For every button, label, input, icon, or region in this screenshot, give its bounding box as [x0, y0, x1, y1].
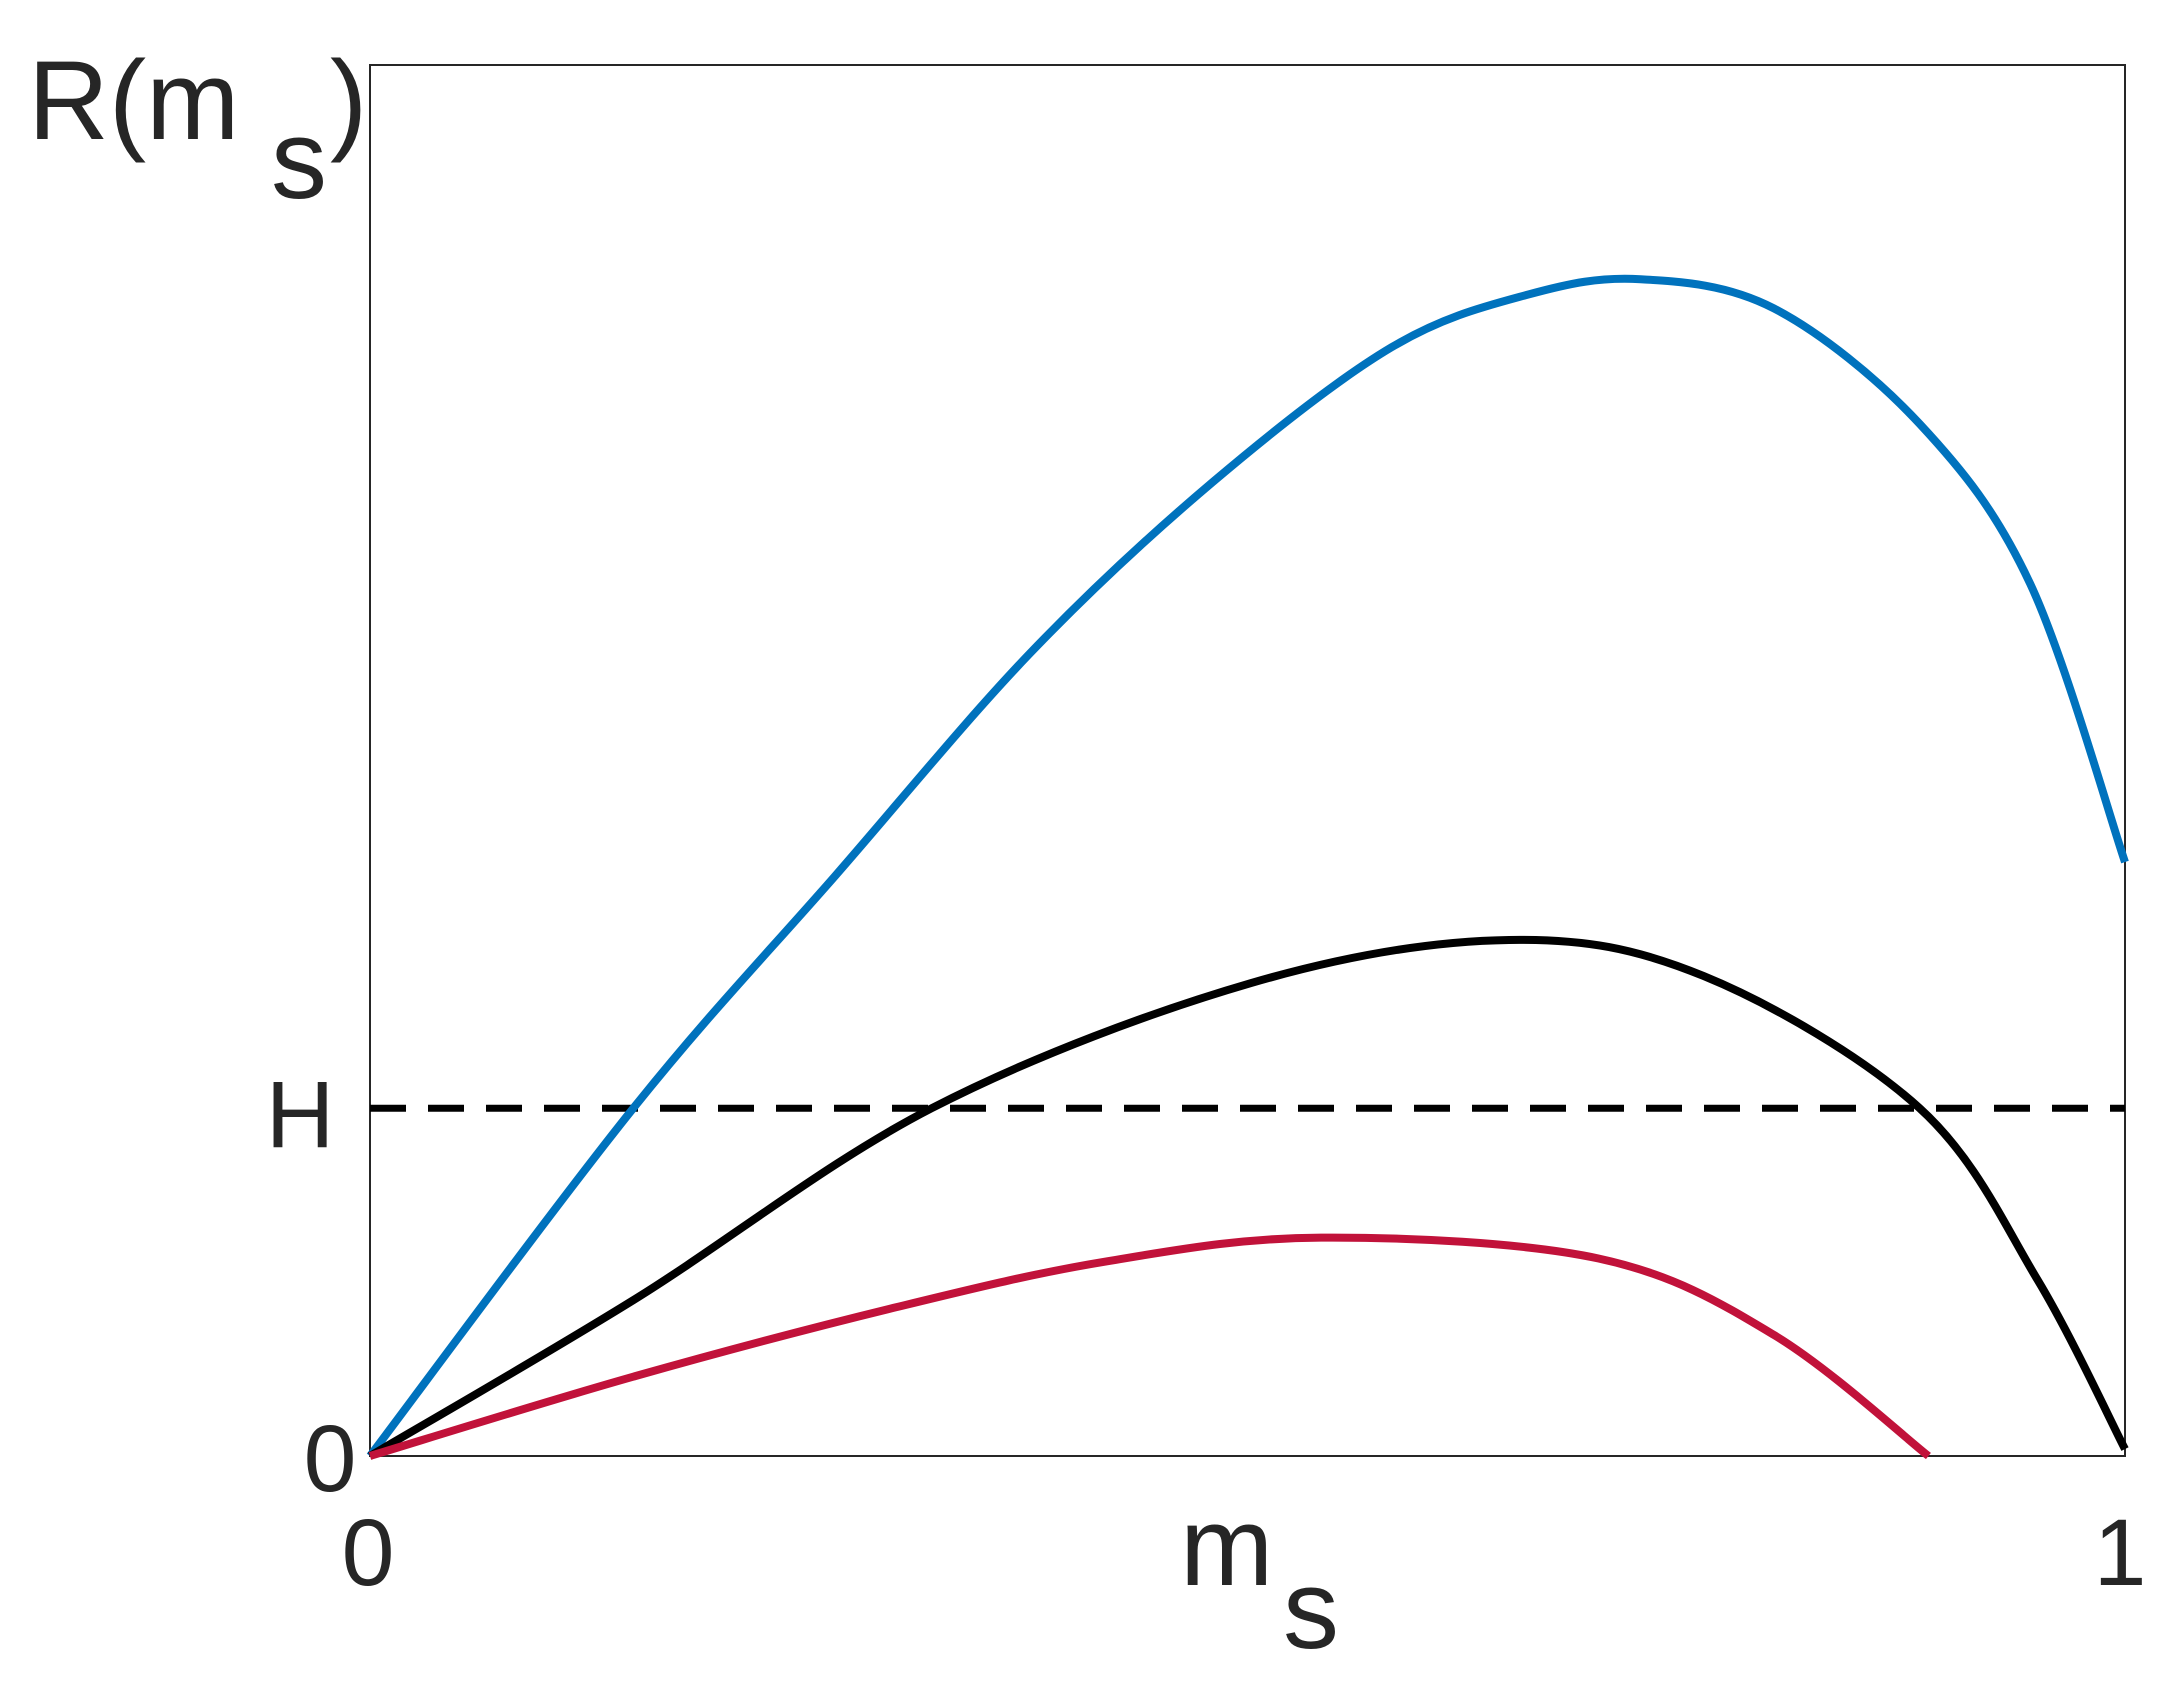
y-axis-label-subscript: s: [271, 97, 327, 222]
series-line-0: [366, 274, 2129, 1459]
x-axis-label-subscript: s: [1283, 1547, 1339, 1672]
y-axis-label: R(m: [28, 38, 239, 163]
x-tick-label-1: 1: [2094, 1500, 2147, 1606]
y-tick-label-H: H: [266, 1062, 335, 1168]
plot-area: [369, 64, 2126, 1457]
x-tick-label-0: 0: [342, 1500, 395, 1606]
series-line-1: [367, 935, 2129, 1460]
x-axis-label: m: [1180, 1484, 1273, 1609]
series-line-2: [368, 1233, 1931, 1460]
y-tick-label-0: 0: [304, 1406, 357, 1512]
y-axis-label-close: ): [330, 38, 367, 163]
